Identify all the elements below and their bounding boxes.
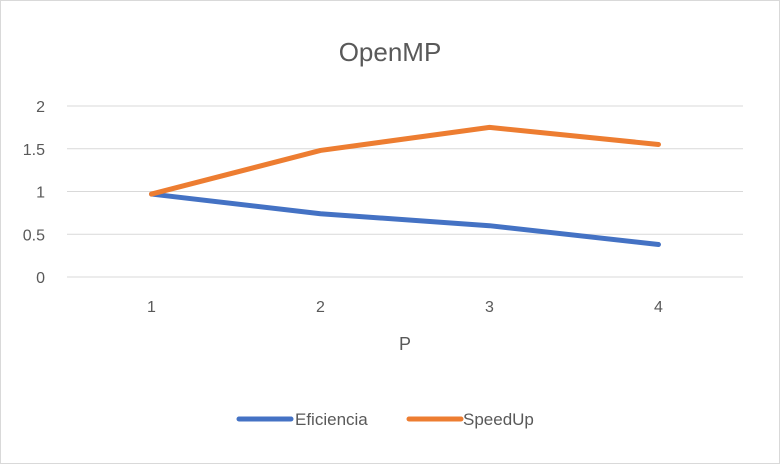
y-tick-label: 1.5 (23, 142, 45, 159)
y-tick-label: 0 (36, 270, 45, 287)
series-lines (149, 124, 661, 248)
y-axis-ticks: 0 0.5 1 1.5 2 (23, 99, 45, 287)
x-tick-label: 3 (485, 299, 494, 316)
x-tick-label: 1 (147, 299, 156, 316)
y-tick-label: 1 (36, 185, 45, 202)
legend-label-speedup: SpeedUp (463, 410, 534, 429)
y-tick-label: 2 (36, 99, 45, 116)
series-line-speedup (149, 124, 661, 197)
chart-title: OpenMP (339, 37, 442, 67)
legend-label-eficiencia: Eficiencia (295, 410, 368, 429)
x-axis-ticks: 1 2 3 4 (147, 299, 663, 316)
x-tick-label: 2 (316, 299, 325, 316)
gridlines (67, 105, 743, 278)
legend: Eficiencia SpeedUp (236, 410, 534, 429)
series-line-eficiencia (149, 191, 661, 248)
x-tick-label: 4 (654, 299, 663, 316)
y-tick-label: 0.5 (23, 227, 45, 244)
x-axis-title: P (399, 334, 411, 354)
